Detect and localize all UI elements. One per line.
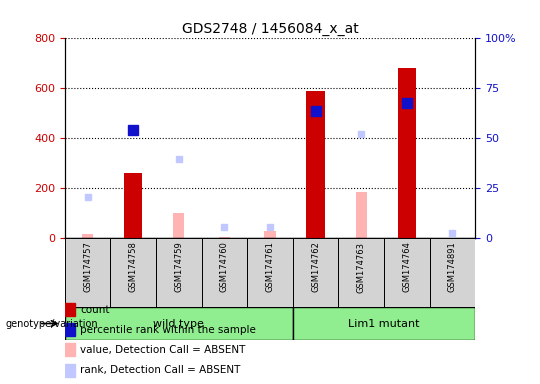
Text: wild type: wild type [153,318,204,329]
Text: GSM174758: GSM174758 [129,242,138,292]
Bar [65,323,75,336]
Bar [355,192,367,238]
Text: GSM174763: GSM174763 [357,242,366,293]
Bar [293,307,475,340]
Text: GSM174891: GSM174891 [448,242,457,292]
Bar [247,238,293,307]
Bar [65,303,75,316]
Text: GSM174760: GSM174760 [220,242,229,292]
Bar [339,238,384,307]
Bar [65,343,75,356]
Bar [293,238,339,307]
Text: GSM174764: GSM174764 [402,242,411,292]
Text: GSM174761: GSM174761 [266,242,274,292]
Text: GSM174762: GSM174762 [311,242,320,292]
Bar [65,364,75,377]
Text: GSM174759: GSM174759 [174,242,183,292]
Bar [110,238,156,307]
Title: GDS2748 / 1456084_x_at: GDS2748 / 1456084_x_at [181,22,359,36]
Bar [264,230,276,238]
Bar [173,213,185,238]
Bar [124,173,143,238]
Text: rank, Detection Call = ABSENT: rank, Detection Call = ABSENT [80,365,241,375]
Bar [65,307,293,340]
Text: percentile rank within the sample: percentile rank within the sample [80,325,256,335]
Bar [82,234,93,238]
Bar [219,237,230,238]
Bar [430,238,475,307]
Bar [201,238,247,307]
Text: GSM174757: GSM174757 [83,242,92,292]
Text: count: count [80,305,110,314]
Text: Lim1 mutant: Lim1 mutant [348,318,420,329]
Text: genotype/variation: genotype/variation [5,318,98,329]
Bar [384,238,430,307]
Text: value, Detection Call = ABSENT: value, Detection Call = ABSENT [80,345,246,355]
Bar [397,68,416,238]
Bar [65,238,110,307]
Bar [307,91,325,238]
Bar [156,238,201,307]
